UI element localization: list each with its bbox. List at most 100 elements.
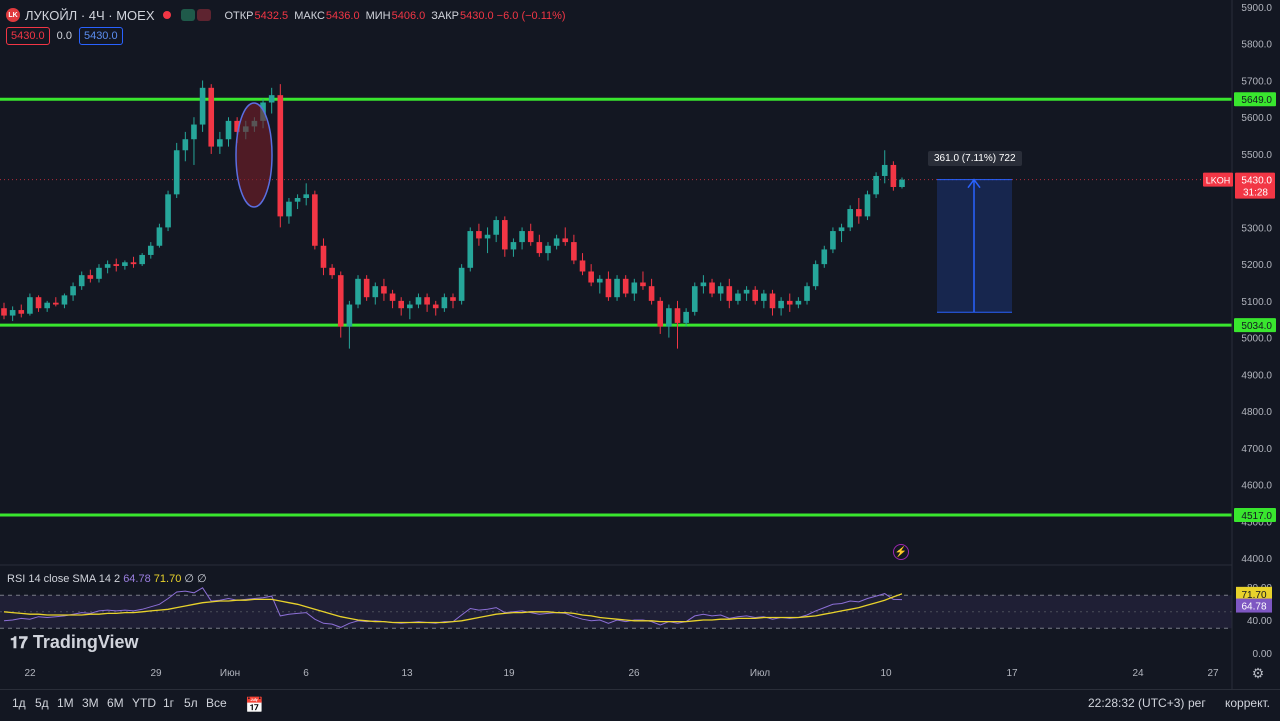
timeframe-button[interactable]: 3М — [82, 696, 99, 710]
symbol-title[interactable]: ЛУКОЙЛ · 4Ч · MOEX — [25, 7, 155, 23]
candle-body — [424, 297, 430, 305]
candle-body — [614, 278, 620, 298]
candle-body — [864, 194, 871, 217]
candle-body — [18, 310, 25, 314]
candle-body — [303, 194, 310, 199]
candle-body — [735, 293, 741, 301]
candle-body — [147, 245, 154, 255]
candle-body — [847, 209, 853, 228]
timeframe-button[interactable]: Все — [206, 696, 227, 710]
candle-body — [199, 87, 206, 125]
candle-body — [165, 194, 171, 228]
candle-body — [389, 293, 396, 301]
price-tick-label: 4700.0 — [1241, 444, 1272, 455]
candle-body — [899, 179, 905, 187]
candle-body — [743, 289, 750, 294]
ohlc-key: МИН — [365, 10, 391, 22]
candle-body — [666, 308, 672, 327]
price-tick-label: 4600.0 — [1241, 481, 1272, 492]
candle-body — [804, 286, 810, 301]
rsi-sma-tag — [1236, 586, 1272, 601]
settings-icon[interactable]: ⚙ — [1252, 665, 1265, 681]
rsi-sma-tag-label: 71.70 — [1241, 590, 1266, 601]
candle-body — [631, 282, 638, 294]
timeframe-button[interactable]: YTD — [132, 696, 156, 710]
last-price-tag — [1235, 172, 1275, 199]
timeframe-button[interactable]: 6М — [107, 696, 124, 710]
ticker-tag — [1203, 172, 1233, 187]
timeframe-button[interactable]: 1г — [163, 696, 175, 710]
price-tick-label: 5800.0 — [1241, 40, 1272, 51]
candle-body — [493, 220, 499, 235]
candle-body — [294, 198, 301, 202]
candle-body — [225, 120, 232, 140]
ohlc-value: 5406.0 — [391, 10, 426, 22]
candle-body — [441, 297, 448, 309]
rsi-label[interactable]: RSI 14 close SMA 14 2 — [7, 573, 121, 585]
candle-body — [139, 254, 145, 265]
time-tick-label: 17 — [1006, 668, 1018, 679]
price-tick-label: 5100.0 — [1241, 297, 1272, 308]
clock-readout[interactable]: 22:28:32 (UTC+3) — [1088, 696, 1185, 710]
ohlc-value: 5430.0 −6.0 (−0.11%) — [459, 10, 566, 22]
adjust-toggle[interactable]: коррект. — [1225, 696, 1270, 710]
timeframe-button[interactable]: 5д — [35, 696, 49, 710]
candle-body — [432, 304, 439, 309]
lightning-event-icon[interactable]: ⚡ — [893, 544, 909, 560]
candle-body — [398, 300, 404, 309]
buy-mini-button[interactable] — [180, 9, 195, 21]
time-tick-label: 26 — [628, 668, 640, 679]
candle-body — [536, 242, 543, 254]
price-axis-panel — [1232, 0, 1280, 689]
rsi-value: 64.78 — [123, 573, 151, 585]
time-tick-label: 10 — [880, 668, 892, 679]
timeframe-button[interactable]: 5л — [184, 696, 198, 710]
timeframe-button[interactable]: 1М — [57, 696, 74, 710]
ohlc-values: ОТКР5432.5 МАКС5436.0 МИН5406.0 ЗАКР5430.0 … — [225, 8, 572, 22]
candle-body — [588, 271, 594, 283]
timeframe-button[interactable]: 1д — [12, 696, 26, 710]
level-price-tag — [1234, 508, 1276, 523]
ohlc-key: ОТКР — [224, 10, 254, 22]
candle-body — [53, 302, 59, 305]
calendar-icon[interactable]: 📅 — [245, 697, 264, 714]
level-price-tag — [1234, 92, 1276, 107]
candle-body — [44, 302, 50, 309]
rsi-sma-value: 71.70 — [153, 573, 182, 585]
session-toggle[interactable]: рег — [1188, 696, 1206, 710]
candle-body — [873, 175, 879, 195]
candle-body — [700, 282, 707, 287]
price-tick-label: 5600.0 — [1241, 113, 1272, 124]
candle-body — [553, 238, 560, 246]
candle-body — [605, 278, 612, 298]
candle-body — [286, 201, 292, 217]
time-tick-label: 22 — [24, 668, 36, 679]
candle-body — [372, 286, 379, 298]
ohlc-value: 5436.0 — [325, 10, 360, 22]
rsi-sma-line — [3, 593, 903, 624]
sell-mini-button[interactable] — [196, 9, 211, 21]
candle-body — [217, 139, 223, 147]
candle-body — [709, 282, 715, 294]
price-tick-label: 5200.0 — [1241, 260, 1272, 271]
rsi-tick-label: 0.00 — [1253, 649, 1273, 660]
candle-body — [355, 278, 361, 305]
candle-body — [596, 278, 603, 283]
candle-body — [691, 286, 698, 312]
price-tick-label: 5700.0 — [1241, 76, 1272, 87]
candle-body — [320, 245, 327, 268]
rsi-band-fill — [0, 595, 1232, 629]
candle-body — [458, 267, 465, 301]
candle-body — [277, 95, 284, 217]
buy-price-button[interactable]: 5430.0 — [78, 27, 123, 45]
legend-buttons — [180, 9, 213, 21]
candle-body — [113, 264, 120, 266]
candle-body — [130, 262, 137, 265]
candle-body — [156, 227, 163, 246]
price-tick-label: 4400.0 — [1241, 554, 1272, 565]
time-tick-label: 19 — [503, 668, 515, 679]
tradingview-logo: 𝟏𝟕 TradingView — [10, 632, 139, 653]
tradingview-mark-icon: 𝟏𝟕 — [10, 635, 28, 652]
sell-price-button[interactable]: 5430.0 — [6, 27, 50, 45]
